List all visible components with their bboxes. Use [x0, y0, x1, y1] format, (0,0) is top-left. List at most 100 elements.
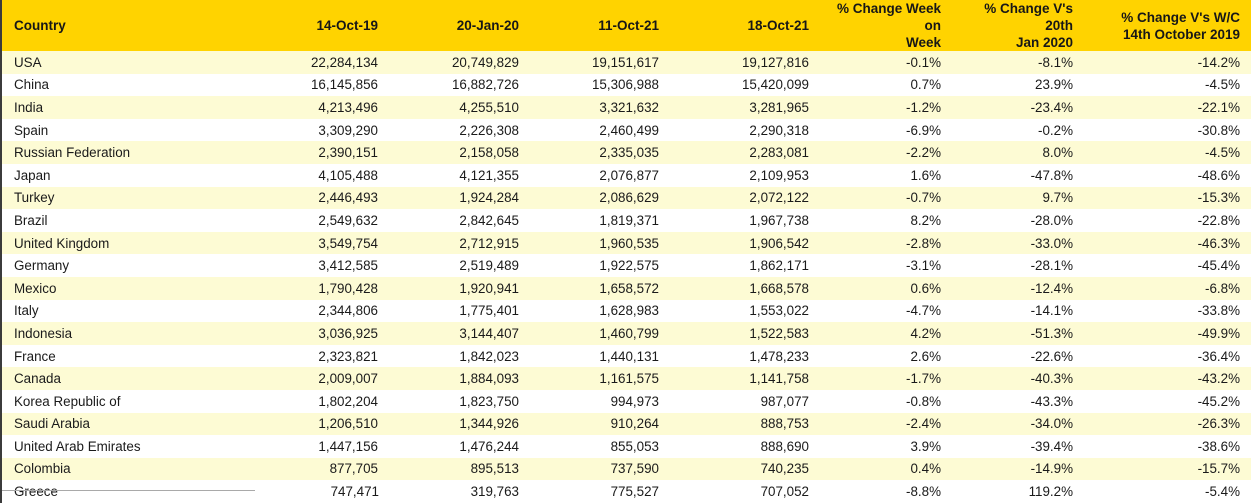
cell-country: United Arab Emirates [14, 438, 141, 454]
cell-pct-vs-oct-2019: -15.3% [1197, 190, 1240, 206]
cell-20-jan-20: 1,476,244 [459, 438, 519, 454]
cell-18-oct-21: 1,553,022 [749, 303, 809, 319]
column-header-pct-vs-jan-2020[interactable]: % Change V's 20th Jan 2020 [953, 0, 1085, 51]
cell-11-oct-21: 1,460,799 [599, 325, 659, 341]
cell-20-jan-20: 16,882,726 [451, 77, 519, 93]
table-row[interactable]: France 2,323,821 1,842,023 1,440,131 1,478,2… [1, 344, 1251, 368]
column-header-country[interactable]: Country [14, 18, 66, 33]
column-header-14-oct-19[interactable]: 14-Oct-19 [316, 18, 378, 33]
table-row[interactable]: India 4,213,496 4,255,510 3,321,632 3,281,96… [1, 96, 1251, 119]
cell-pct-vs-jan-2020: -14.9% [1030, 461, 1073, 477]
table-row[interactable]: USA 22,284,134 20,749,829 19,151,617 19,127,… [1, 51, 1251, 74]
table-header: Country 14-Oct-19 20-Jan-20 11-Oct-21 18… [1, 0, 1251, 51]
table-row[interactable]: Indonesia 3,036,925 3,144,407 1,460,799 1,52… [1, 322, 1251, 345]
cell-pct-week-on-week: -8.8% [906, 484, 941, 500]
cell-pct-vs-jan-2020: -40.3% [1030, 371, 1073, 387]
table-row[interactable]: Colombia 877,705 895,513 737,590 740,235 0.4%… [1, 457, 1251, 481]
cell-14-oct-19: 1,447,156 [318, 438, 378, 454]
cell-pct-week-on-week: 1.6% [910, 167, 941, 183]
cell-18-oct-21: 1,141,758 [749, 371, 809, 387]
cell-20-jan-20: 1,924,284 [459, 190, 519, 206]
cell-pct-vs-jan-2020: -47.8% [1030, 167, 1073, 183]
cell-pct-vs-oct-2019: -49.9% [1197, 325, 1240, 341]
cell-pct-week-on-week: 4.2% [910, 325, 941, 341]
cell-11-oct-21: 737,590 [610, 461, 659, 477]
table-row[interactable]: Saudi Arabia 1,206,510 1,344,926 910,264 888… [1, 412, 1251, 436]
cell-20-jan-20: 1,842,023 [459, 348, 519, 364]
header-line-1: % Change Week on [836, 1, 941, 33]
cell-14-oct-19: 4,213,496 [318, 99, 378, 115]
cell-pct-week-on-week: -2.8% [906, 235, 941, 251]
table-row[interactable]: Korea Republic of 1,802,204 1,823,750 994,9… [1, 389, 1251, 413]
cell-pct-vs-oct-2019: -22.8% [1197, 212, 1240, 228]
cell-14-oct-19: 1,790,428 [318, 280, 378, 296]
cell-pct-vs-oct-2019: -45.2% [1197, 393, 1240, 409]
table-row[interactable]: China 16,145,856 16,882,726 15,306,988 15,42… [1, 73, 1251, 97]
cell-pct-vs-oct-2019: -4.5% [1205, 77, 1240, 93]
cell-14-oct-19: 1,802,204 [318, 393, 378, 409]
cell-11-oct-21: 3,321,632 [599, 99, 659, 115]
cell-20-jan-20: 3,144,407 [459, 325, 519, 341]
table-row[interactable]: Germany 3,412,585 2,519,489 1,922,575 1,862,… [1, 254, 1251, 277]
cell-11-oct-21: 1,819,371 [599, 212, 659, 228]
header-line-1: % Change V's W/C [1121, 9, 1240, 25]
cell-11-oct-21: 19,151,617 [591, 54, 659, 70]
cell-18-oct-21: 1,478,233 [749, 348, 809, 364]
table-row[interactable]: United Arab Emirates 1,447,156 1,476,244 85… [1, 435, 1251, 458]
cell-pct-vs-oct-2019: -14.2% [1197, 54, 1240, 70]
cell-country: India [14, 99, 44, 115]
bottom-rule [2, 490, 255, 491]
cell-20-jan-20: 1,884,093 [459, 371, 519, 387]
cell-20-jan-20: 4,255,510 [459, 99, 519, 115]
table-row[interactable]: Turkey 2,446,493 1,924,284 2,086,629 2,072,1… [1, 186, 1251, 210]
column-header-20-jan-20[interactable]: 20-Jan-20 [456, 18, 519, 33]
cell-18-oct-21: 2,072,122 [749, 190, 809, 206]
table-row[interactable]: Brazil 2,549,632 2,842,645 1,819,371 1,967,7… [1, 209, 1251, 232]
cell-14-oct-19: 877,705 [329, 461, 378, 477]
cell-18-oct-21: 15,420,099 [741, 77, 809, 93]
cell-14-oct-19: 2,446,493 [318, 190, 378, 206]
column-header-pct-vs-oct-2019[interactable]: % Change V's W/C 14th October 2019 [1085, 0, 1251, 51]
cell-18-oct-21: 888,753 [760, 416, 809, 432]
cell-20-jan-20: 2,158,058 [459, 145, 519, 161]
table-row[interactable]: United Kingdom 3,549,754 2,712,915 1,960,53… [1, 231, 1251, 255]
cell-pct-vs-jan-2020: -14.1% [1030, 303, 1073, 319]
cell-pct-week-on-week: -1.7% [906, 371, 941, 387]
cell-pct-vs-oct-2019: -48.6% [1197, 167, 1240, 183]
cell-18-oct-21: 1,522,583 [749, 325, 809, 341]
cell-pct-vs-oct-2019: -26.3% [1197, 416, 1240, 432]
cell-pct-vs-jan-2020: -0.2% [1038, 122, 1073, 138]
cell-pct-vs-oct-2019: -38.6% [1197, 438, 1240, 454]
cell-11-oct-21: 2,086,629 [599, 190, 659, 206]
cell-14-oct-19: 3,309,290 [318, 122, 378, 138]
table-row[interactable]: Mexico 1,790,428 1,920,941 1,658,572 1,668,5… [1, 276, 1251, 300]
table-row[interactable]: Canada 2,009,007 1,884,093 1,161,575 1,141,7… [1, 367, 1251, 390]
header-line-1: % Change V's 20th [984, 1, 1073, 33]
cell-pct-week-on-week: 3.9% [910, 438, 941, 454]
cell-11-oct-21: 855,053 [610, 438, 659, 454]
cell-country: Korea Republic of [14, 393, 121, 409]
cell-pct-vs-jan-2020: -39.4% [1030, 438, 1073, 454]
table-row[interactable]: Greece 747,471 319,763 775,527 707,052 -8.8% 1… [1, 480, 1251, 503]
cell-country: USA [14, 54, 42, 70]
cell-country: China [14, 77, 49, 93]
column-header-18-oct-21[interactable]: 18-Oct-21 [747, 18, 809, 33]
cell-pct-vs-oct-2019: -46.3% [1197, 235, 1240, 251]
cell-20-jan-20: 4,121,355 [459, 167, 519, 183]
table-row[interactable]: Japan 4,105,488 4,121,355 2,076,877 2,109,95… [1, 163, 1251, 187]
cell-pct-week-on-week: 0.4% [910, 461, 941, 477]
cell-pct-vs-oct-2019: -4.5% [1205, 145, 1240, 161]
table-row[interactable]: Italy 2,344,806 1,775,401 1,628,983 1,553,02… [1, 299, 1251, 323]
cell-18-oct-21: 888,690 [760, 438, 809, 454]
cell-14-oct-19: 16,145,856 [310, 77, 378, 93]
cell-country: Italy [14, 303, 39, 319]
column-header-11-oct-21[interactable]: 11-Oct-21 [598, 18, 659, 33]
table-row[interactable]: Russian Federation 2,390,151 2,158,058 2,33… [1, 141, 1251, 164]
cell-country: France [14, 348, 56, 364]
cell-14-oct-19: 2,549,632 [318, 212, 378, 228]
cell-pct-week-on-week: -3.1% [906, 258, 941, 274]
column-header-pct-week-on-week[interactable]: % Change Week on Week [821, 0, 953, 51]
table-row[interactable]: Spain 3,309,290 2,226,308 2,460,499 2,290,31… [1, 118, 1251, 142]
cell-pct-week-on-week: 0.7% [910, 77, 941, 93]
